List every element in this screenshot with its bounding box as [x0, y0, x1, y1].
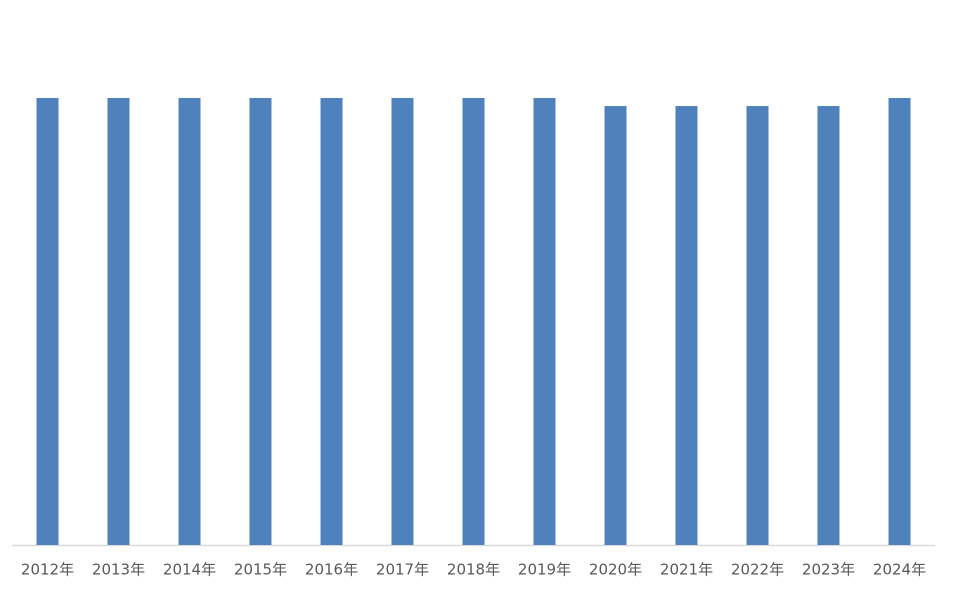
bar [746, 106, 769, 546]
bar [320, 98, 343, 545]
bar [462, 98, 485, 545]
x-tick-label: 2023年 [802, 561, 855, 579]
bar [178, 98, 201, 545]
x-tick-label: 2013年 [92, 561, 145, 579]
bar [888, 98, 911, 545]
x-tick-label: 2015年 [234, 561, 287, 579]
bar [604, 106, 627, 546]
x-tick-label: 2016年 [305, 561, 358, 579]
x-tick-label: 2021年 [660, 561, 713, 579]
x-tick-label: 2017年 [376, 561, 429, 579]
x-tick-label: 2020年 [589, 561, 642, 579]
bar [675, 106, 698, 546]
bar [391, 98, 414, 545]
x-tick-label: 2019年 [518, 561, 571, 579]
bar [817, 106, 840, 546]
x-tick-label: 2024年 [873, 561, 926, 579]
x-tick-label: 2022年 [731, 561, 784, 579]
x-tick-label: 2018年 [447, 561, 500, 579]
x-tick-label: 2014年 [163, 561, 216, 579]
bar [107, 98, 130, 545]
x-tick-label: 2012年 [21, 561, 74, 579]
bar [36, 98, 59, 545]
bar [249, 98, 272, 545]
bar [533, 98, 556, 545]
